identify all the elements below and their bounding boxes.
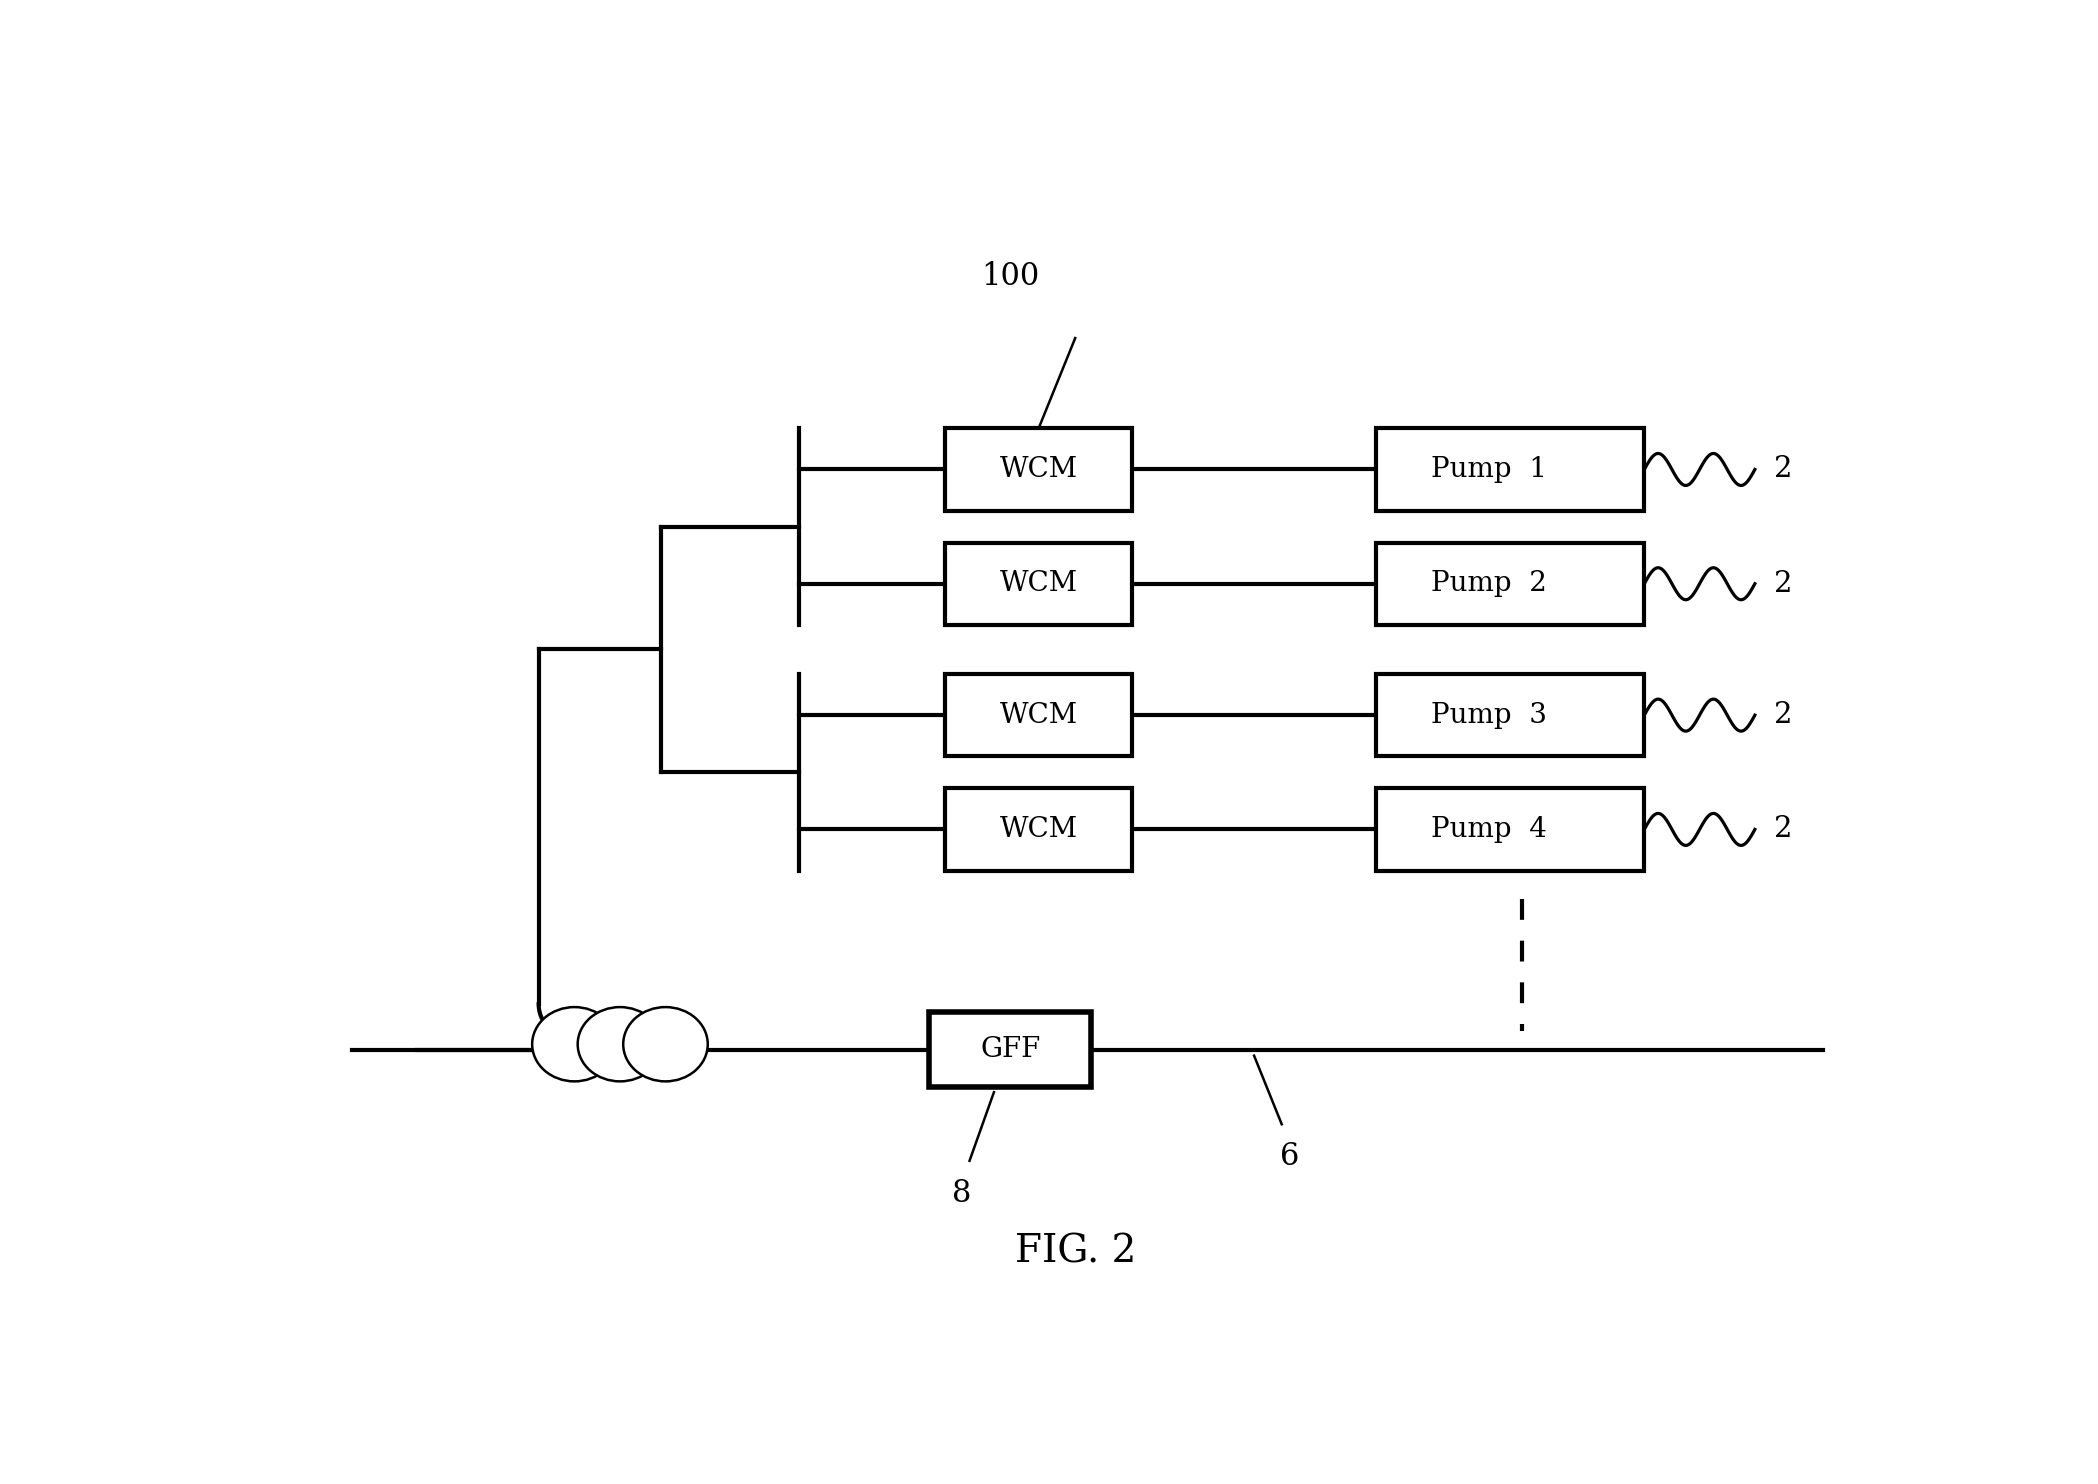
Text: Pump  2: Pump 2 xyxy=(1431,570,1546,597)
Text: GFF: GFF xyxy=(980,1036,1041,1063)
Text: 2: 2 xyxy=(1775,700,1794,729)
Text: WCM: WCM xyxy=(999,702,1078,729)
Bar xyxy=(944,543,1133,625)
Bar xyxy=(1376,788,1645,871)
Ellipse shape xyxy=(623,1008,707,1082)
Ellipse shape xyxy=(577,1008,663,1082)
Text: FIG. 2: FIG. 2 xyxy=(1015,1233,1135,1270)
Bar xyxy=(944,429,1133,510)
Bar xyxy=(944,788,1133,871)
Text: 100: 100 xyxy=(982,261,1039,292)
Text: 6: 6 xyxy=(1280,1141,1299,1172)
Text: 2: 2 xyxy=(1775,815,1794,843)
Text: Pump  3: Pump 3 xyxy=(1431,702,1546,729)
Text: 2: 2 xyxy=(1775,456,1794,484)
Text: 2: 2 xyxy=(1775,570,1794,598)
Bar xyxy=(929,1012,1091,1086)
Text: WCM: WCM xyxy=(999,816,1078,843)
Bar xyxy=(1376,429,1645,510)
Bar xyxy=(1376,674,1645,757)
Text: WCM: WCM xyxy=(999,456,1078,482)
Bar xyxy=(944,674,1133,757)
Ellipse shape xyxy=(533,1008,617,1082)
Text: Pump  1: Pump 1 xyxy=(1431,456,1546,482)
Bar xyxy=(1376,543,1645,625)
Text: Pump  4: Pump 4 xyxy=(1431,816,1546,843)
Text: WCM: WCM xyxy=(999,570,1078,597)
Text: 8: 8 xyxy=(952,1178,971,1209)
